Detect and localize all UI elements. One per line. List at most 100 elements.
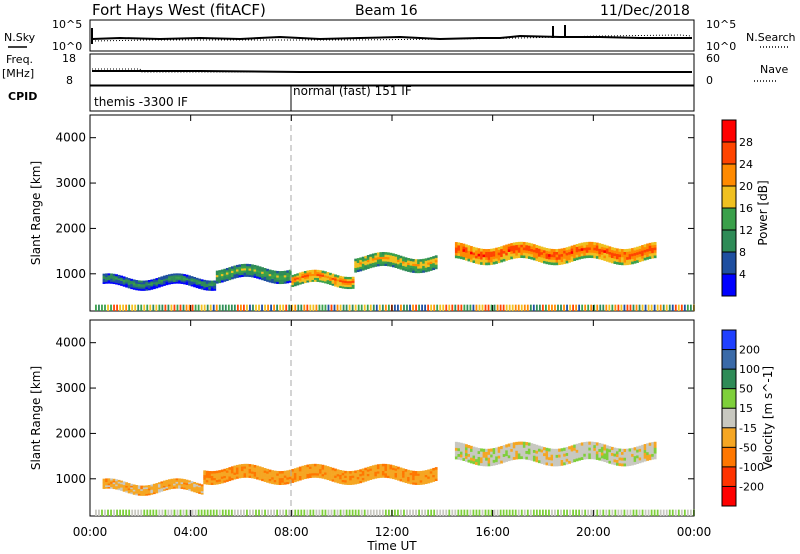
echo-cell [369,265,373,269]
echo-cell [615,256,619,260]
echo-cell [238,272,242,276]
echo-cell [354,475,358,478]
echo-cell [223,273,227,276]
echo-cell [485,249,488,253]
echo-cell [384,256,388,260]
echo-cell [137,283,141,286]
echo-cell [190,277,194,280]
echo-cell [162,278,166,281]
echo-cell [421,509,423,516]
echo-cell [104,509,106,516]
echo-cell [643,244,647,248]
echo-cell [303,469,307,473]
echo-cell [190,487,194,490]
echo-cell [303,274,307,278]
echo-cell [164,509,167,516]
echo-cell [615,253,619,257]
echo-cell [345,509,348,516]
colorbar-swatch [722,486,736,507]
echo-cell [432,472,436,476]
echo-cell [112,273,116,276]
echo-cell [628,456,632,461]
echo-cell [263,270,267,273]
echo-cell [255,509,257,516]
echo-cell [339,277,342,281]
echo-cell [296,478,300,482]
echo-cell [239,304,242,311]
echo-cell [197,509,200,516]
echo-cell [417,270,420,274]
echo-cell [346,282,350,286]
echo-cell [457,242,461,246]
echo-cell [617,304,620,311]
echo-cell [266,273,269,276]
echo-cell [434,471,438,475]
echo-cell [535,258,539,262]
echo-cell [590,304,593,311]
echo-cell [110,280,113,283]
echo-cell [248,470,252,474]
echo-cell [394,263,398,266]
echo-cell [288,276,292,279]
echo-cell [600,257,604,261]
echo-cell [271,476,275,480]
echo-cell [364,267,368,270]
echo-cell [492,450,496,455]
echo-cell [301,472,305,476]
echo-cell [246,463,249,467]
echo-cell [480,261,483,265]
echo-cell [414,261,418,265]
echo-cell [331,283,335,286]
echo-cell [135,486,139,489]
echo-cell [623,251,627,255]
echo-cell [253,264,257,268]
echo-cell [224,509,227,516]
echo-cell [543,461,546,465]
echo-cell [243,475,247,478]
echo-cell [361,477,365,481]
echo-cell [520,441,524,445]
echo-cell [386,252,390,255]
echo-cell [434,257,438,261]
echo-cell [185,278,189,280]
echo-cell [344,278,347,282]
echo-cell [492,459,496,463]
echo-cell [580,242,584,246]
echo-cell [130,287,134,290]
echo-cell [251,466,254,470]
echo-cell [210,482,214,485]
echo-cell [530,246,534,250]
echo-cell [477,248,481,252]
echo-cell [107,279,111,282]
echo-cell [618,259,622,263]
echo-cell [354,267,358,271]
echo-cell [427,478,431,482]
echo-cell [545,253,549,257]
echo-cell [590,244,594,248]
echo-cell [336,279,340,282]
echo-cell [553,249,556,253]
echo-cell [173,278,176,281]
echo-cell [218,270,222,273]
echo-cell [223,277,227,280]
echo-cell [505,249,509,253]
echo-cell [135,490,139,492]
echo-cell [648,250,652,254]
echo-cell [112,275,116,278]
echo-cell [127,283,131,286]
echo-cell [150,282,154,285]
echo-cell [490,454,493,458]
echo-cell [344,477,347,481]
echo-cell [429,261,433,265]
echo-cell [354,265,358,269]
echo-cell [306,466,310,470]
echo-cell [466,304,469,311]
echo-cell [653,441,657,445]
echo-cell [288,269,292,273]
power-echo-layer [95,241,695,311]
echo-cell [481,304,484,311]
echo-cell [409,269,413,273]
echo-cell [346,280,350,284]
colorbar-swatch [722,208,736,231]
echo-cell [555,254,559,258]
